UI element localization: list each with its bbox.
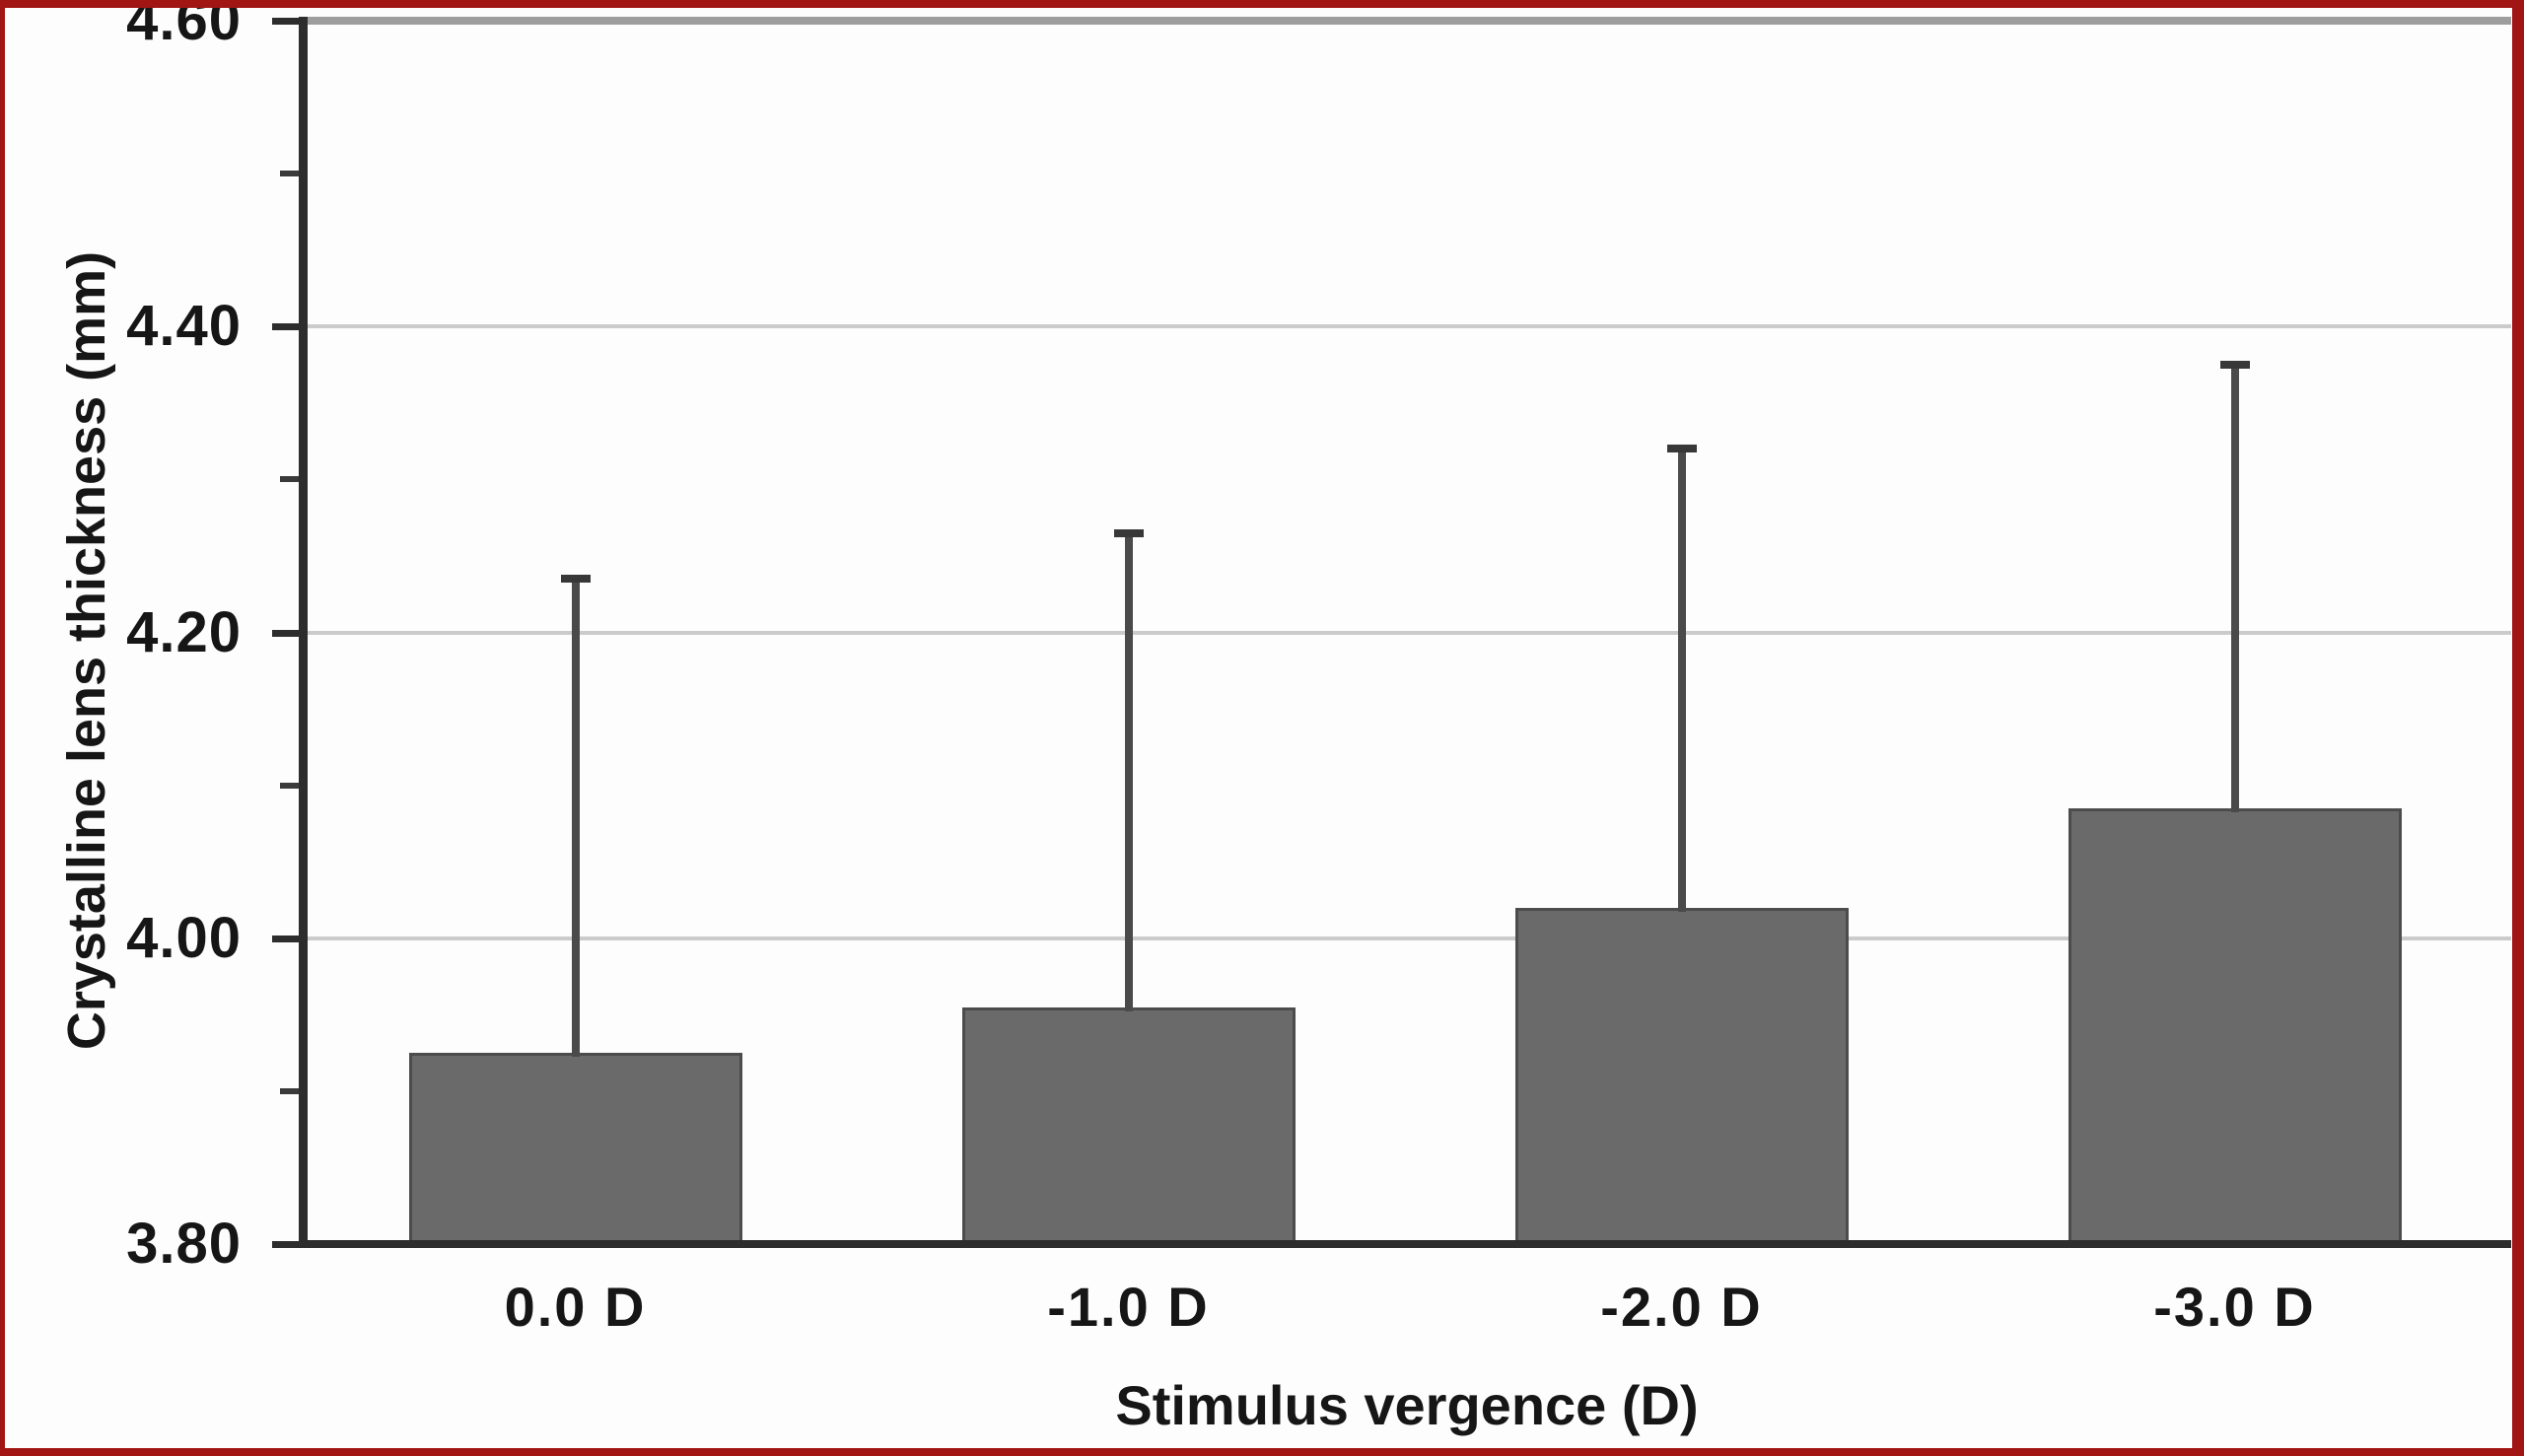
- y-tick-major: [272, 935, 300, 942]
- gridline-top: [299, 17, 2511, 25]
- bar: [961, 1006, 1296, 1244]
- y-tick-major: [272, 629, 300, 637]
- error-bar-stem: [571, 579, 580, 1058]
- error-bar-stem: [2230, 365, 2239, 812]
- y-axis-title: Crystalline lens thickness (mm): [57, 250, 116, 1051]
- x-axis-line: [299, 1240, 2511, 1248]
- gridline: [299, 324, 2511, 329]
- error-bar-stem: [1677, 449, 1686, 912]
- y-tick-major: [272, 18, 300, 25]
- x-category-label: -1.0 D: [1047, 1276, 1210, 1338]
- y-tick-label: 4.00: [126, 905, 242, 970]
- bar: [2068, 807, 2402, 1244]
- x-category-label: -3.0 D: [2153, 1276, 2316, 1338]
- x-category-label: 0.0 D: [504, 1276, 647, 1338]
- error-bar-cap: [2219, 361, 2250, 370]
- y-tick-major: [272, 1241, 300, 1248]
- y-tick-label: 4.60: [126, 0, 242, 52]
- error-bar-stem: [1124, 532, 1133, 1011]
- y-tick-minor: [280, 171, 300, 177]
- y-tick-major: [272, 323, 300, 331]
- x-axis-title: Stimulus vergence (D): [1115, 1374, 1699, 1436]
- x-category-label: -2.0 D: [1600, 1276, 1763, 1338]
- bar: [1514, 907, 1849, 1244]
- error-bar-cap: [1666, 445, 1697, 453]
- y-tick-minor: [280, 476, 300, 483]
- bar: [408, 1053, 742, 1244]
- y-tick-minor: [280, 782, 300, 789]
- y-tick-label: 4.20: [126, 599, 242, 664]
- y-tick-label: 3.80: [126, 1212, 242, 1276]
- error-bar-cap: [1113, 528, 1144, 537]
- error-bar-cap: [560, 575, 591, 584]
- y-tick-minor: [280, 1087, 300, 1094]
- y-axis-line: [299, 17, 308, 1248]
- gridline: [299, 630, 2511, 635]
- y-tick-label: 4.40: [126, 294, 242, 359]
- gridline: [299, 936, 2511, 940]
